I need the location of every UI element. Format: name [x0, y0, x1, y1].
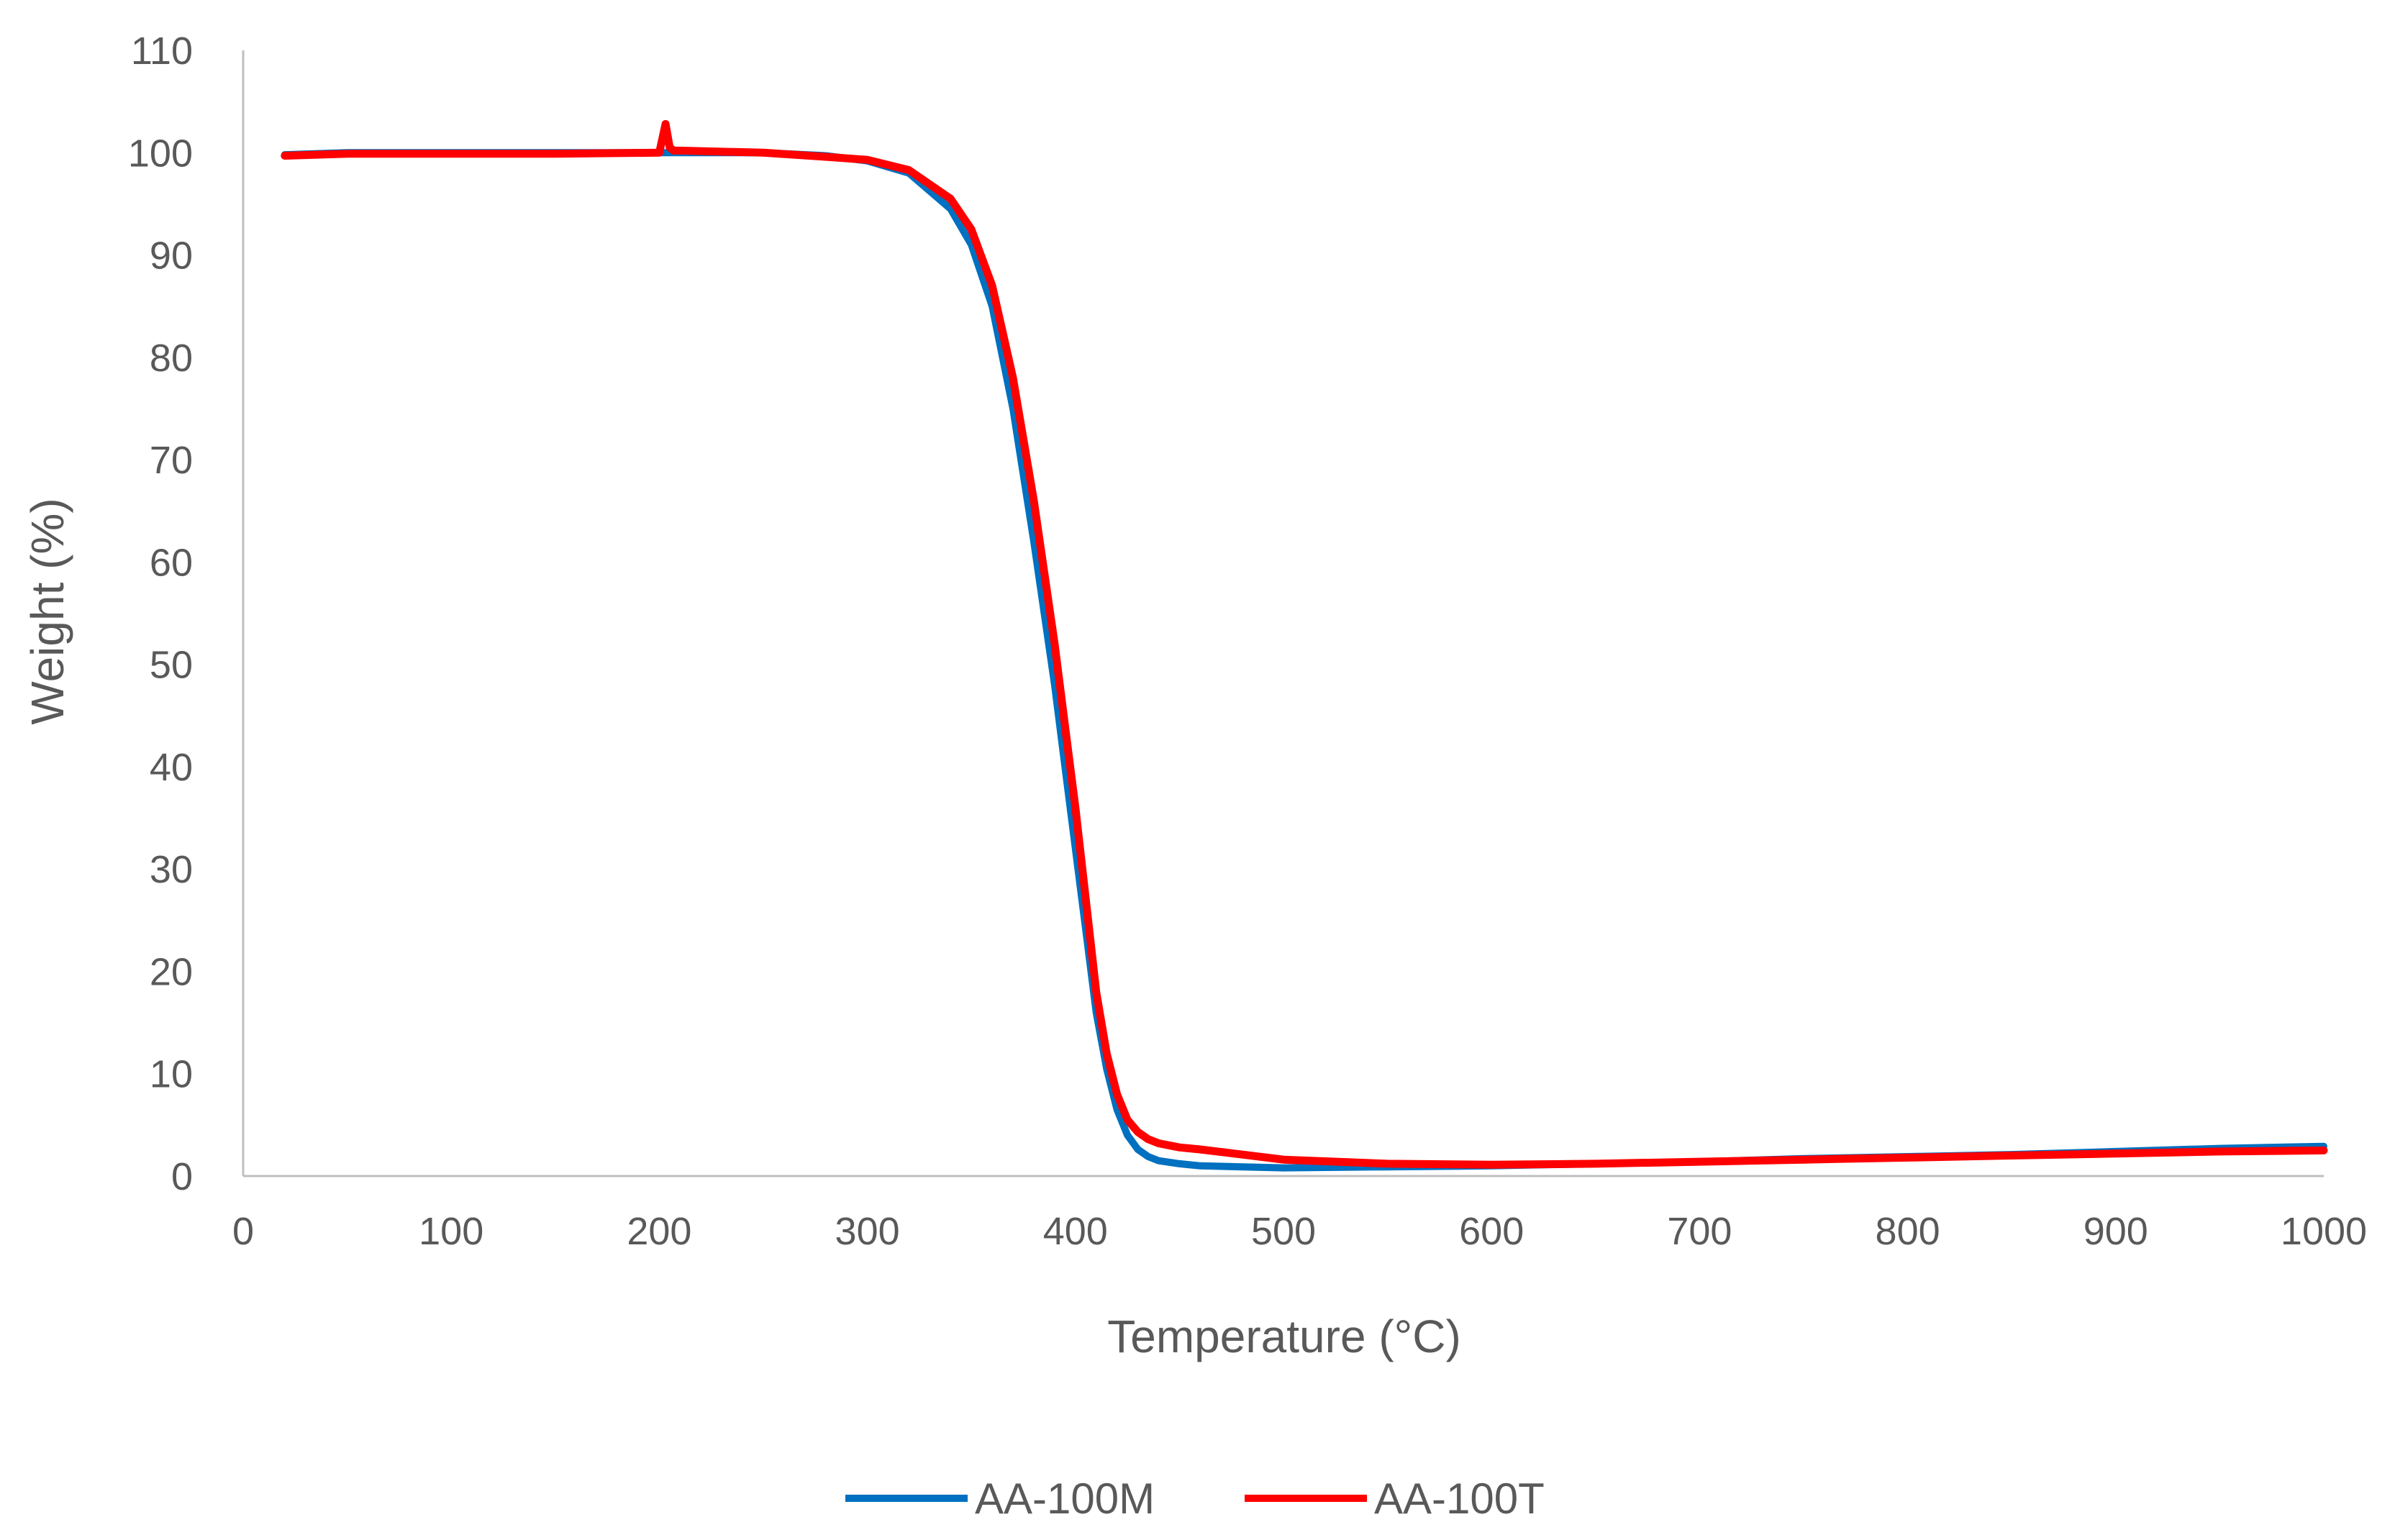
- x-tick-label: 900: [2083, 1210, 2148, 1253]
- y-tick-label: 20: [150, 950, 193, 993]
- series-layer: [281, 119, 2328, 1172]
- x-tick-label: 1000: [2281, 1210, 2367, 1253]
- legend: AA-100M AA-100T: [845, 1475, 1545, 1523]
- axes-layer: 0 10 20 30 40 50 60 70 80 90 100 110 0 100 200 300 400 50…: [128, 29, 2367, 1253]
- y-tick-label: 40: [150, 746, 193, 789]
- legend-label-aa-100t: AA-100T: [1374, 1475, 1545, 1523]
- y-tick-label: 50: [150, 644, 193, 687]
- x-tick-label: 700: [1667, 1210, 1732, 1253]
- x-tick-label: 0: [232, 1210, 254, 1253]
- y-tick-label: 70: [150, 439, 193, 482]
- x-tick-label: 800: [1876, 1210, 1940, 1253]
- y-tick-label: 60: [150, 541, 193, 584]
- x-tick-label: 500: [1251, 1210, 1316, 1253]
- y-tick-label: 30: [150, 848, 193, 891]
- series-line-aa-100m: [281, 149, 2327, 1172]
- y-tick-label: 0: [171, 1155, 193, 1198]
- legend-label-aa-100m: AA-100M: [975, 1475, 1155, 1523]
- y-axis-title: Weight (%): [22, 498, 73, 724]
- x-tick-label: 300: [835, 1210, 900, 1253]
- x-tick-label: 100: [419, 1210, 483, 1253]
- x-axis-title: Temperature (°C): [1107, 1311, 1461, 1362]
- series-line-aa-100t: [281, 119, 2328, 1169]
- y-tick-label: 80: [150, 337, 193, 380]
- y-tick-label: 100: [128, 132, 193, 175]
- y-tick-label: 10: [150, 1053, 193, 1096]
- y-tick-label: 90: [150, 234, 193, 278]
- x-tick-label: 600: [1459, 1210, 1524, 1253]
- y-tick-label: 110: [131, 29, 193, 73]
- x-tick-label: 200: [627, 1210, 691, 1253]
- x-tick-label: 400: [1043, 1210, 1108, 1253]
